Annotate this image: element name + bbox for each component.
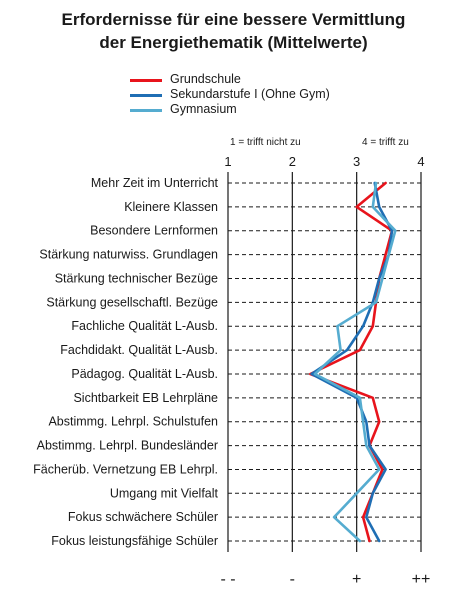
category-label: Besondere Lernformen <box>90 224 218 238</box>
series-3-point <box>339 349 342 351</box>
chart-title: Erfordernisse für eine bessere Vermittlu… <box>0 8 467 54</box>
series-line-3 <box>313 181 397 543</box>
series-1-point <box>378 420 380 423</box>
series-1-point <box>381 468 384 471</box>
category-label: Fokus schwächere Schüler <box>68 510 218 524</box>
category-label: Fächerüb. Vernetzung EB Lehrpl. <box>33 462 218 476</box>
category-label: Stärkung gesellschaftl. Bezüge <box>46 295 218 309</box>
series-1-point <box>384 253 387 256</box>
category-label: Abstimmg. Lehrpl. Bundesländer <box>37 439 218 453</box>
series-2-point <box>378 540 380 542</box>
series-2-point <box>362 325 364 328</box>
x-tick-label: 2 <box>289 154 296 169</box>
category-label: Kleinere Klassen <box>124 200 218 214</box>
series-2-point <box>310 373 313 375</box>
scale-symbol-label: ++ <box>412 571 431 588</box>
category-label: Abstimmg. Lehrpl. Schulstufen <box>48 415 218 429</box>
series-2-point <box>365 516 368 518</box>
series-3-point <box>378 468 380 471</box>
series-1-point <box>371 325 374 328</box>
legend-swatch-gymnasium <box>130 109 162 112</box>
series-3-point <box>355 492 358 495</box>
category-label: Mehr Zeit im Unterricht <box>91 176 219 190</box>
category-label: Fokus leistungsfähige Schüler <box>51 534 218 548</box>
category-label: Sichtbarkeit EB Lehrpläne <box>73 391 218 405</box>
series-3-point <box>381 277 384 280</box>
legend-label-grundschule: Grundschule <box>170 72 241 86</box>
x-tick-label: 3 <box>353 154 360 169</box>
series-3-point <box>371 206 374 208</box>
series-3-point <box>333 516 335 518</box>
series-1-point <box>355 206 358 208</box>
series-3-point <box>359 540 361 542</box>
series-3-point <box>362 420 364 423</box>
series-2-point <box>365 420 368 423</box>
scale-symbol-label: + <box>352 571 361 588</box>
legend-label-sekundarstufe: Sekundarstufe I (Ohne Gym) <box>170 87 330 101</box>
series-2-point <box>371 492 374 495</box>
category-label: Stärkung naturwiss. Grundlagen <box>39 248 218 262</box>
scale-symbol-label: - - <box>220 571 235 588</box>
series-1-point <box>362 516 364 518</box>
series-3-point <box>359 397 361 399</box>
category-label: Umgang mit Vielfalt <box>110 486 219 500</box>
series-2-point <box>378 277 380 280</box>
series-3-point <box>388 253 390 256</box>
series-2-point <box>384 468 387 471</box>
series-2-point <box>391 229 393 232</box>
legend-swatch-grundschule <box>130 79 162 82</box>
series-3-point <box>314 373 316 375</box>
series-3-point <box>375 301 377 304</box>
series-2-point <box>378 206 380 208</box>
scale-note-right: 4 = trifft zu <box>362 137 409 148</box>
legend-label-gymnasium: Gymnasium <box>170 102 237 116</box>
category-label: Pädagog. Qualität L-Ausb. <box>71 367 218 381</box>
x-tick-label: 1 <box>224 154 231 169</box>
series-1-point <box>368 540 371 542</box>
series-line-2 <box>310 181 394 543</box>
category-label: Stärkung technischer Bezüge <box>55 271 218 285</box>
x-tick-label: 4 <box>417 154 424 169</box>
category-label: Fachliche Qualität L-Ausb. <box>71 319 218 333</box>
series-2-point <box>368 444 371 447</box>
series-3-point <box>365 444 368 447</box>
series-1-point <box>371 397 374 399</box>
scale-symbol-label: - <box>290 571 295 588</box>
chart-title-line-1: Erfordernisse für eine bessere Vermittlu… <box>61 10 406 29</box>
series-1-point <box>359 349 361 351</box>
series-2-point <box>346 349 348 351</box>
series-line-1 <box>308 181 394 543</box>
chart-title-line-2: der Energiethematik (Mittelwerte) <box>99 33 368 52</box>
series-3-point <box>336 325 339 328</box>
series-3-point <box>375 182 377 184</box>
legend-swatch-sekundarstufe <box>130 94 162 97</box>
scale-note-left: 1 = trifft nicht zu <box>230 137 301 148</box>
category-label: Fachdidakt. Qualität L-Ausb. <box>60 343 218 357</box>
series-1-point <box>384 182 387 184</box>
series-3-point <box>394 229 397 232</box>
